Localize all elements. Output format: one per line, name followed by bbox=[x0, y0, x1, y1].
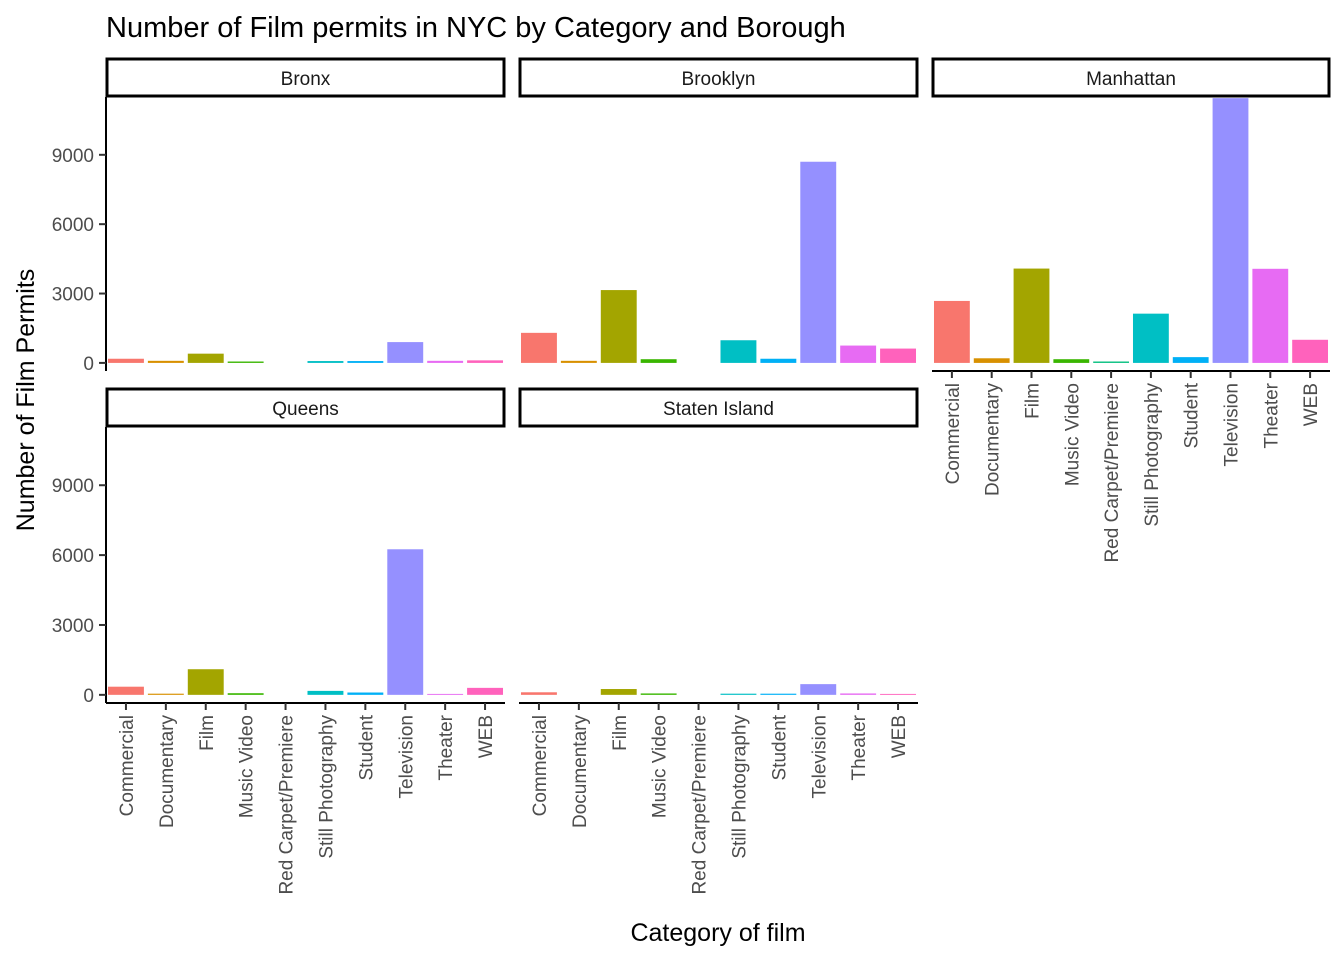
bar-queens-still-photography bbox=[307, 690, 344, 695]
x-tick-label-staten-island-web: WEB bbox=[889, 715, 910, 758]
x-tick-label-manhattan-television: Television bbox=[1222, 383, 1243, 466]
bar-bronx-theater bbox=[427, 360, 464, 363]
x-tick-label-manhattan-film: Film bbox=[1023, 383, 1044, 419]
bar-staten-island-still-photography bbox=[720, 693, 757, 695]
strip-label-queens: Queens bbox=[272, 399, 339, 420]
bar-brooklyn-commercial bbox=[520, 332, 557, 363]
bar-queens-documentary bbox=[147, 693, 184, 695]
x-tick-label-queens-commercial: Commercial bbox=[117, 715, 138, 816]
x-tick-label-staten-island-student: Student bbox=[769, 714, 790, 780]
x-tick-label-manhattan-still-photography: Still Photography bbox=[1142, 383, 1163, 527]
bar-queens-music-video bbox=[227, 693, 264, 695]
bar-queens-commercial bbox=[107, 686, 144, 695]
chart-title: Number of Film permits in NYC by Categor… bbox=[106, 12, 846, 44]
bar-queens-web bbox=[467, 687, 504, 695]
strip-manhattan bbox=[931, 57, 1331, 98]
y-tick-label-bronx-6000: 6000 bbox=[52, 215, 94, 236]
x-tick-label-queens-still-photography: Still Photography bbox=[316, 715, 337, 859]
bar-bronx-television bbox=[387, 342, 424, 363]
x-tick-label-queens-theater: Theater bbox=[436, 714, 457, 780]
strip-bronx bbox=[105, 57, 506, 98]
bar-staten-island-web bbox=[880, 693, 917, 695]
strip-label-manhattan: Manhattan bbox=[1086, 69, 1176, 90]
bar-manhattan-red-carpet-premiere bbox=[1093, 361, 1130, 363]
bar-brooklyn-web bbox=[880, 348, 917, 363]
x-tick-label-manhattan-music-video: Music Video bbox=[1062, 383, 1083, 486]
bar-queens-television bbox=[387, 549, 424, 695]
x-tick-label-staten-island-television: Television bbox=[809, 715, 830, 798]
x-tick-label-manhattan-commercial: Commercial bbox=[943, 383, 964, 484]
bar-bronx-commercial bbox=[107, 358, 144, 363]
x-tick-label-manhattan-red-carpet-premiere: Red Carpet/Premiere bbox=[1102, 383, 1123, 563]
strip-queens bbox=[105, 387, 506, 428]
bar-manhattan-theater bbox=[1252, 268, 1289, 363]
y-tick-label-bronx-3000: 3000 bbox=[52, 285, 94, 306]
facet-panels: Bronx 0 3000 6000 9000 Brooklyn Manhattan Comme… bbox=[52, 57, 1331, 895]
bar-staten-island-student bbox=[760, 693, 797, 695]
bar-staten-island-commercial bbox=[520, 692, 557, 695]
bar-bronx-film bbox=[187, 353, 224, 363]
bar-staten-island-theater bbox=[840, 693, 877, 695]
x-tick-label-staten-island-film: Film bbox=[610, 715, 631, 751]
strip-label-brooklyn: Brooklyn bbox=[682, 69, 756, 90]
x-tick-label-staten-island-commercial: Commercial bbox=[530, 715, 551, 816]
strip-label-bronx: Bronx bbox=[281, 69, 331, 90]
x-tick-label-queens-web: WEB bbox=[476, 715, 497, 758]
strip-brooklyn bbox=[518, 57, 919, 98]
bar-bronx-music-video bbox=[227, 361, 264, 363]
bar-manhattan-commercial bbox=[933, 300, 970, 363]
x-tick-label-queens-red-carpet-premiere: Red Carpet/Premiere bbox=[277, 715, 298, 895]
y-axis-title: Number of Film Permits bbox=[12, 269, 40, 532]
bar-queens-film bbox=[187, 669, 224, 695]
bar-bronx-documentary bbox=[147, 360, 184, 363]
x-tick-label-queens-documentary: Documentary bbox=[157, 715, 178, 828]
x-tick-label-staten-island-still-photography: Still Photography bbox=[729, 715, 750, 859]
bar-manhattan-music-video bbox=[1053, 359, 1090, 363]
strip-label-staten-island: Staten Island bbox=[663, 399, 774, 420]
y-tick-label-queens-0: 0 bbox=[83, 686, 94, 707]
bar-manhattan-documentary bbox=[973, 358, 1010, 363]
x-tick-label-staten-island-documentary: Documentary bbox=[570, 715, 591, 828]
bar-manhattan-still-photography bbox=[1132, 313, 1169, 363]
x-tick-label-staten-island-theater: Theater bbox=[849, 714, 870, 780]
x-axis-title: Category of film bbox=[630, 919, 805, 947]
bar-staten-island-music-video bbox=[640, 693, 677, 695]
strip-staten-island bbox=[518, 387, 919, 428]
bar-brooklyn-television bbox=[800, 161, 837, 363]
bar-bronx-student bbox=[347, 361, 384, 363]
bar-brooklyn-music-video bbox=[640, 359, 677, 363]
y-tick-label-queens-9000: 9000 bbox=[52, 476, 94, 497]
y-tick-label-bronx-9000: 9000 bbox=[52, 146, 94, 167]
bar-brooklyn-documentary bbox=[560, 360, 597, 363]
bar-brooklyn-student bbox=[760, 358, 797, 363]
x-tick-label-queens-student: Student bbox=[356, 714, 377, 780]
bar-bronx-web bbox=[467, 360, 504, 363]
x-tick-label-staten-island-music-video: Music Video bbox=[650, 715, 671, 818]
x-tick-label-queens-film: Film bbox=[197, 715, 218, 751]
x-tick-label-queens-television: Television bbox=[396, 715, 417, 798]
bar-brooklyn-still-photography bbox=[720, 340, 757, 363]
bar-manhattan-student bbox=[1172, 357, 1209, 363]
y-tick-label-queens-3000: 3000 bbox=[52, 616, 94, 637]
bar-brooklyn-theater bbox=[840, 345, 877, 363]
bar-staten-island-film bbox=[600, 689, 637, 695]
bar-staten-island-television bbox=[800, 684, 837, 695]
x-tick-label-manhattan-student: Student bbox=[1182, 382, 1203, 448]
x-tick-label-manhattan-documentary: Documentary bbox=[983, 383, 1004, 496]
bar-queens-theater bbox=[427, 693, 464, 695]
x-tick-label-manhattan-web: WEB bbox=[1301, 383, 1322, 426]
x-tick-label-staten-island-red-carpet-premiere: Red Carpet/Premiere bbox=[690, 715, 711, 895]
bar-brooklyn-film bbox=[600, 290, 637, 363]
x-tick-label-manhattan-theater: Theater bbox=[1261, 382, 1282, 448]
bar-manhattan-television bbox=[1212, 98, 1249, 363]
bar-queens-student bbox=[347, 692, 384, 695]
x-tick-label-queens-music-video: Music Video bbox=[237, 715, 258, 818]
bar-bronx-still-photography bbox=[307, 361, 344, 363]
y-tick-label-queens-6000: 6000 bbox=[52, 546, 94, 567]
bar-manhattan-web bbox=[1292, 339, 1329, 363]
bar-manhattan-film bbox=[1013, 268, 1050, 363]
y-tick-label-bronx-0: 0 bbox=[83, 354, 94, 375]
